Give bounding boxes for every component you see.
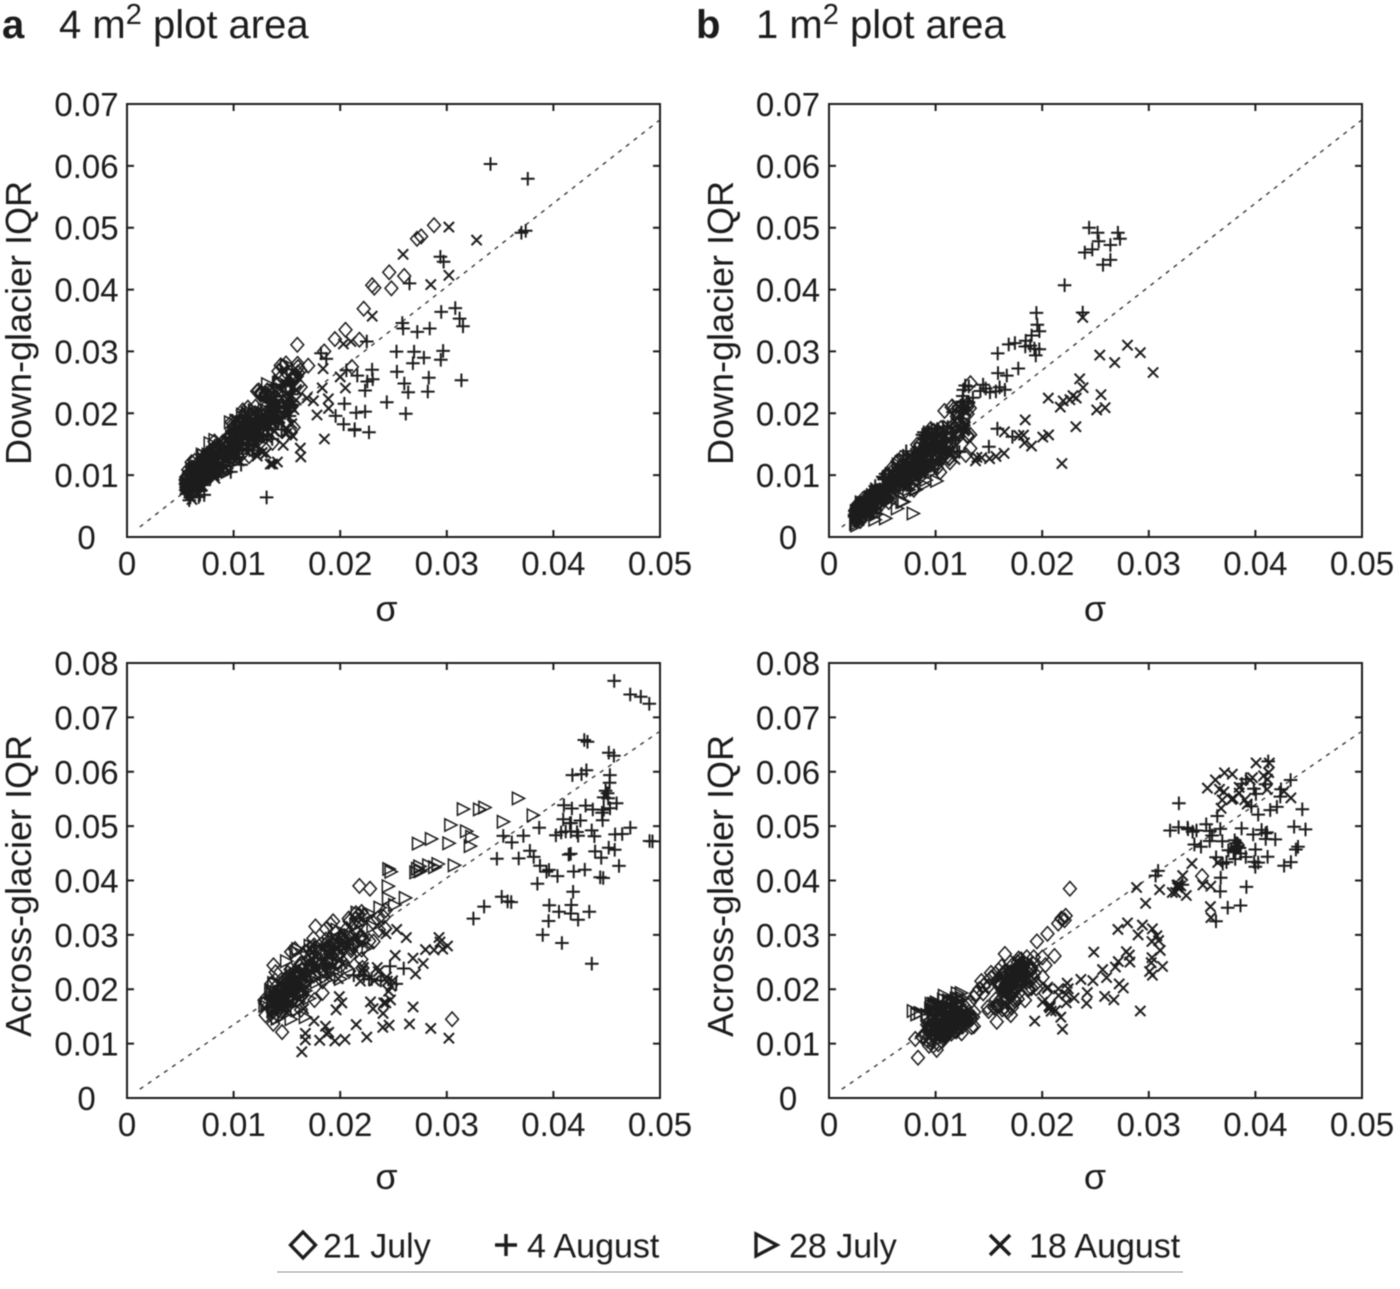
svg-text:1 m2 plot area: 1 m2 plot area	[756, 0, 1006, 47]
svg-text:Across-glacier IQR: Across-glacier IQR	[700, 735, 741, 1037]
svg-text:0.04: 0.04	[756, 272, 820, 309]
svg-text:0.05: 0.05	[628, 1106, 692, 1143]
svg-text:0.05: 0.05	[1330, 545, 1394, 582]
svg-text:0.05: 0.05	[756, 210, 820, 247]
svg-text:0.06: 0.06	[756, 754, 820, 791]
svg-text:21 July: 21 July	[323, 1228, 431, 1266]
svg-text:0.05: 0.05	[54, 210, 118, 247]
svg-text:0.06: 0.06	[54, 148, 118, 185]
svg-text:0.04: 0.04	[54, 272, 118, 309]
svg-text:0.01: 0.01	[201, 1106, 265, 1143]
svg-text:4 August: 4 August	[527, 1228, 660, 1266]
svg-text:0: 0	[77, 1080, 95, 1117]
svg-text:Down-glacier IQR: Down-glacier IQR	[0, 181, 39, 465]
svg-text:0.03: 0.03	[54, 917, 118, 954]
svg-text:0.03: 0.03	[415, 545, 479, 582]
svg-text:σ: σ	[375, 588, 397, 629]
svg-text:b: b	[696, 3, 720, 47]
svg-text:0.04: 0.04	[756, 863, 820, 900]
svg-text:0.02: 0.02	[54, 395, 118, 432]
svg-text:0.05: 0.05	[1330, 1106, 1394, 1143]
svg-text:0.01: 0.01	[201, 545, 265, 582]
svg-text:0.03: 0.03	[1117, 545, 1181, 582]
svg-text:0.03: 0.03	[756, 917, 820, 954]
svg-text:0.02: 0.02	[1010, 545, 1074, 582]
svg-text:0.05: 0.05	[54, 808, 118, 845]
svg-text:0.03: 0.03	[1117, 1106, 1181, 1143]
svg-text:0.05: 0.05	[628, 545, 692, 582]
svg-text:Across-glacier IQR: Across-glacier IQR	[0, 735, 39, 1037]
svg-text:0.03: 0.03	[415, 1106, 479, 1143]
svg-text:0.08: 0.08	[54, 645, 118, 682]
svg-text:0.06: 0.06	[54, 754, 118, 791]
svg-text:a: a	[2, 3, 25, 47]
svg-text:0.02: 0.02	[308, 545, 372, 582]
svg-text:28 July: 28 July	[789, 1228, 897, 1266]
svg-text:0.02: 0.02	[756, 971, 820, 1008]
svg-text:0.02: 0.02	[54, 971, 118, 1008]
svg-text:0.04: 0.04	[521, 1106, 585, 1143]
svg-text:18 August: 18 August	[1029, 1228, 1181, 1266]
svg-text:0.01: 0.01	[903, 1106, 967, 1143]
svg-text:Down-glacier IQR: Down-glacier IQR	[700, 181, 741, 465]
svg-text:0.02: 0.02	[756, 395, 820, 432]
svg-text:0.01: 0.01	[54, 1026, 118, 1063]
svg-text:σ: σ	[375, 1156, 397, 1197]
svg-text:0.02: 0.02	[308, 1106, 372, 1143]
svg-text:0.04: 0.04	[1223, 1106, 1287, 1143]
svg-text:0: 0	[820, 1106, 838, 1143]
svg-text:σ: σ	[1084, 588, 1106, 629]
svg-text:0.01: 0.01	[54, 457, 118, 494]
svg-text:0: 0	[118, 1106, 136, 1143]
svg-text:0: 0	[779, 1080, 797, 1117]
svg-text:0.07: 0.07	[756, 86, 820, 123]
svg-text:0.03: 0.03	[54, 333, 118, 370]
svg-text:0: 0	[77, 519, 95, 556]
svg-text:0.04: 0.04	[521, 545, 585, 582]
svg-text:0.06: 0.06	[756, 148, 820, 185]
svg-text:0: 0	[779, 519, 797, 556]
svg-text:0.01: 0.01	[756, 1026, 820, 1063]
svg-text:0.07: 0.07	[756, 699, 820, 736]
svg-text:4 m2 plot area: 4 m2 plot area	[59, 0, 309, 47]
svg-text:0.04: 0.04	[54, 863, 118, 900]
svg-text:0: 0	[118, 545, 136, 582]
svg-text:0.08: 0.08	[756, 645, 820, 682]
svg-text:0.01: 0.01	[756, 457, 820, 494]
svg-text:0.04: 0.04	[1223, 545, 1287, 582]
svg-text:σ: σ	[1084, 1156, 1106, 1197]
svg-text:0.03: 0.03	[756, 333, 820, 370]
svg-text:0: 0	[820, 545, 838, 582]
svg-text:0.07: 0.07	[54, 86, 118, 123]
svg-text:0.01: 0.01	[903, 545, 967, 582]
svg-text:0.05: 0.05	[756, 808, 820, 845]
svg-text:0.07: 0.07	[54, 699, 118, 736]
svg-text:0.02: 0.02	[1010, 1106, 1074, 1143]
